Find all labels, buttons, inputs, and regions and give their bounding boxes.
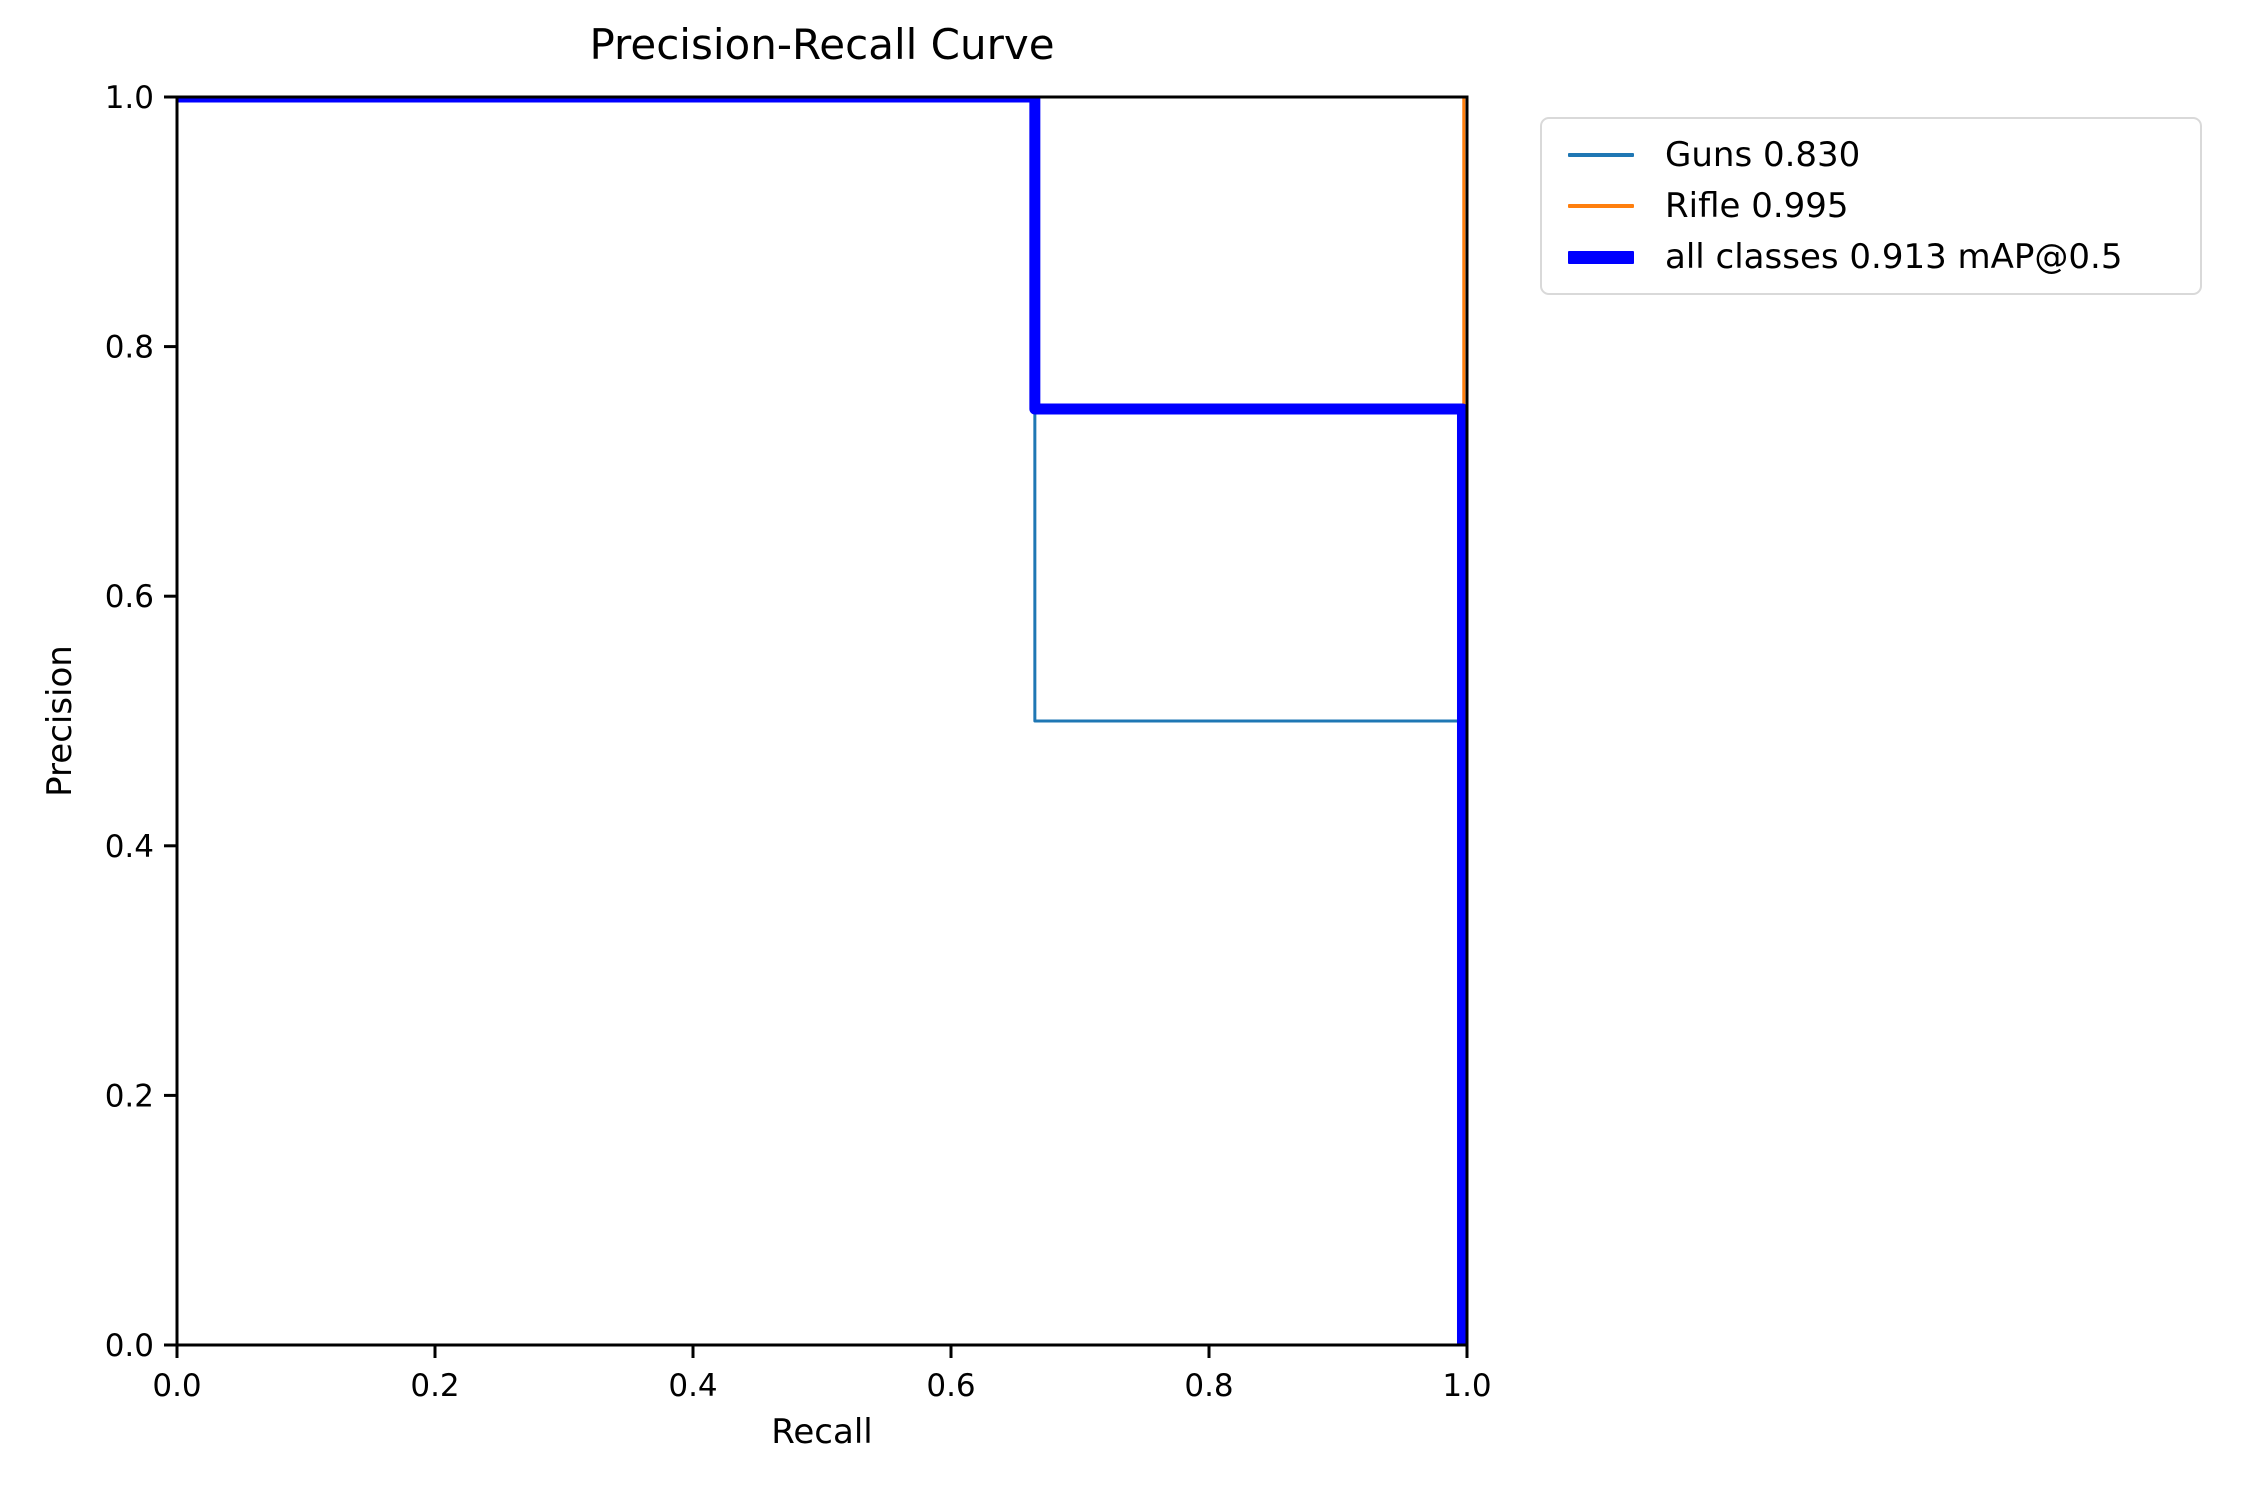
- axes-spines: [175, 95, 1469, 1347]
- series-line-guns: [177, 97, 1467, 1345]
- x-axis-label: Recall: [771, 1412, 873, 1452]
- x-tick-label: 0.4: [668, 1368, 717, 1404]
- y-tick-label: 0.2: [105, 1078, 154, 1114]
- x-tick-label: 0.6: [926, 1368, 975, 1404]
- legend-label: all classes 0.913 mAP@0.5: [1665, 237, 2123, 278]
- legend-item-all-classes: all classes 0.913 mAP@0.5: [1568, 232, 2174, 283]
- legend-item-rifle: Rifle 0.995: [1568, 180, 2174, 231]
- y-tick-label: 1.0: [105, 80, 154, 116]
- y-tick-label: 0.8: [105, 330, 154, 366]
- series-group: [177, 97, 1467, 1345]
- legend-line-swatch: [1568, 250, 1634, 264]
- y-tick-label: 0.0: [105, 1328, 154, 1364]
- series-line-all-classes: [177, 97, 1467, 1345]
- legend-item-guns: Guns 0.830: [1568, 129, 2174, 180]
- x-tick-label: 0.0: [152, 1368, 201, 1404]
- legend: Guns 0.830 Rifle 0.995 all classes 0.913 m…: [1540, 117, 2202, 295]
- legend-line-swatch: [1568, 152, 1634, 157]
- y-tick-label: 0.6: [105, 579, 154, 615]
- x-tick-label: 0.2: [410, 1368, 459, 1404]
- legend-label: Guns 0.830: [1665, 134, 1861, 175]
- x-tick-label: 0.8: [1184, 1368, 1233, 1404]
- chart-title: Precision-Recall Curve: [589, 20, 1055, 69]
- x-tick-label: 1.0: [1442, 1368, 1491, 1404]
- legend-label: Rifle 0.995: [1665, 185, 1849, 226]
- y-tick-label: 0.4: [105, 829, 154, 865]
- y-axis-label: Precision: [40, 645, 80, 797]
- legend-line-swatch: [1568, 203, 1634, 208]
